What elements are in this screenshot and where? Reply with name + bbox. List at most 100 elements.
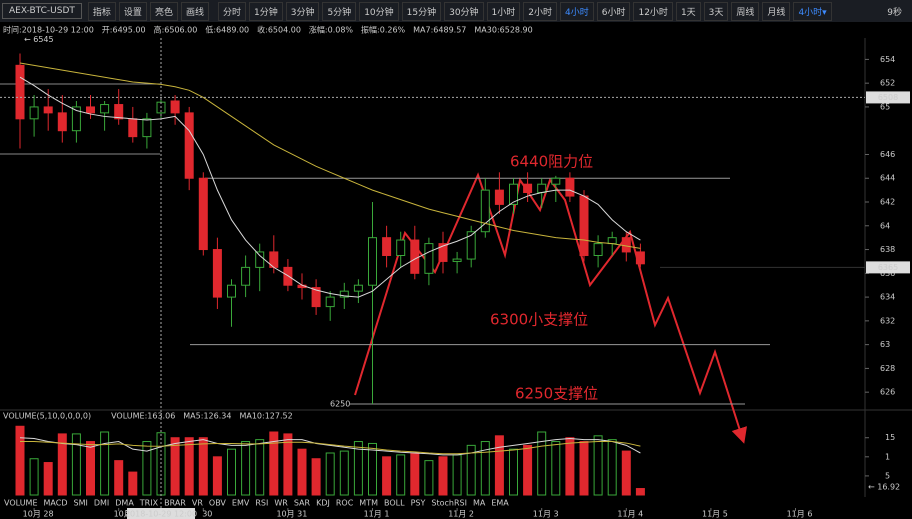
candle-body bbox=[593, 243, 603, 256]
candle-body bbox=[523, 183, 533, 194]
x-tick-label: 11月 5 bbox=[702, 510, 728, 519]
volume-bar bbox=[227, 448, 236, 496]
indicator-tab[interactable]: EMV bbox=[232, 499, 250, 508]
candle-body bbox=[579, 195, 589, 256]
volume-bar bbox=[339, 450, 349, 496]
y-tick-label: 634 bbox=[880, 293, 895, 302]
indicator-tab[interactable]: StochRSI bbox=[431, 499, 467, 508]
x-tick-label: 11月 6 bbox=[787, 510, 813, 519]
candle-body bbox=[438, 243, 448, 262]
candle-body bbox=[565, 177, 575, 197]
candle-body bbox=[494, 189, 504, 205]
period-button[interactable]: 15分钟 bbox=[401, 1, 442, 21]
y-tick-label: 65 bbox=[880, 102, 890, 111]
period-button[interactable]: 6小时 bbox=[596, 1, 631, 21]
volume-tick-label: 1 bbox=[885, 452, 890, 461]
candle-body bbox=[43, 106, 53, 114]
indicator-tab[interactable]: MTM bbox=[359, 499, 378, 508]
candle-body bbox=[198, 177, 208, 251]
volume-info: VOLUME:163.06 bbox=[111, 412, 175, 421]
indicator-tab[interactable]: DMI bbox=[94, 499, 109, 508]
candle-body bbox=[29, 106, 39, 120]
candle-body bbox=[170, 100, 180, 114]
indicator-tab[interactable]: RSI bbox=[255, 499, 268, 508]
candle-body bbox=[57, 112, 67, 132]
candle-body bbox=[480, 189, 490, 233]
indicator-tab[interactable]: VR bbox=[192, 499, 203, 508]
volume-bar bbox=[57, 433, 67, 496]
info-item: 低:6489.00 bbox=[205, 25, 249, 35]
period-button[interactable]: 2小时 bbox=[523, 1, 558, 21]
indicator-tab[interactable]: BRAR bbox=[164, 499, 186, 508]
info-item: MA30:6528.90 bbox=[474, 26, 532, 35]
info-item: 收:6504.00 bbox=[257, 25, 301, 35]
volume-tick-label: 5 bbox=[885, 471, 890, 480]
crosshair-time: 2018-10-29 12:00 bbox=[125, 510, 197, 519]
info-item: 时间:2018-10-29 12:00 bbox=[3, 25, 94, 35]
indicator-tab[interactable]: MA bbox=[473, 499, 486, 508]
period-button[interactable]: 分时 bbox=[217, 1, 246, 21]
candle-body bbox=[452, 258, 462, 262]
indicator-tab[interactable]: OBV bbox=[209, 499, 227, 508]
volume-bar bbox=[269, 431, 279, 496]
crosshair-time-box bbox=[127, 508, 195, 519]
period-button[interactable]: 1小时 bbox=[486, 1, 521, 21]
candle-body bbox=[241, 266, 251, 286]
candle-body bbox=[114, 104, 124, 120]
indicator-tab[interactable]: ROC bbox=[336, 499, 354, 508]
candle-body bbox=[537, 183, 547, 194]
indicator-tab[interactable]: PSY bbox=[411, 499, 426, 508]
indicator-tab[interactable]: SMI bbox=[73, 499, 87, 508]
info-item: MA7:6489.57 bbox=[413, 26, 466, 35]
period-button[interactable]: 5分钟 bbox=[322, 1, 357, 21]
indicator-tab[interactable]: SAR bbox=[294, 499, 311, 508]
tool-button[interactable]: 画线 bbox=[180, 1, 209, 21]
candle-body bbox=[635, 251, 645, 265]
x-tick-label: 10月 31 bbox=[276, 510, 307, 519]
volume-bar bbox=[480, 441, 490, 496]
indicator-tab[interactable]: WR bbox=[274, 499, 288, 508]
last-price-box bbox=[866, 261, 910, 274]
volume-bar bbox=[523, 444, 533, 496]
period-button[interactable]: 月线 bbox=[762, 1, 791, 21]
volume-bar bbox=[565, 437, 575, 496]
tool-button[interactable]: 指标 bbox=[87, 1, 116, 21]
indicator-tab[interactable]: VOLUME bbox=[4, 499, 38, 508]
last-price: 6365 bbox=[878, 263, 898, 272]
x-tick-label: 11月 2 bbox=[448, 510, 474, 519]
period-button[interactable]: 1天 bbox=[675, 1, 701, 21]
indicator-tab[interactable]: DMA bbox=[115, 499, 134, 508]
period-button[interactable]: 3分钟 bbox=[285, 1, 320, 21]
volume-bar bbox=[170, 437, 180, 496]
y-tick-label: 63 bbox=[880, 340, 890, 349]
candle-body bbox=[128, 118, 138, 138]
symbol[interactable]: AEX-BTC-USDT bbox=[2, 3, 82, 19]
period-button[interactable]: 1分钟 bbox=[248, 1, 283, 21]
volume-bar bbox=[382, 456, 392, 496]
period-button[interactable]: 4小时 bbox=[560, 1, 594, 21]
indicator-tab[interactable]: EMA bbox=[491, 499, 509, 508]
indicator-tab[interactable]: KDJ bbox=[316, 499, 330, 508]
volume-bar bbox=[368, 442, 377, 496]
y-tick-label: 632 bbox=[880, 316, 895, 325]
candle-body bbox=[86, 106, 95, 114]
period-button[interactable]: 3天 bbox=[703, 1, 729, 21]
period-button[interactable]: 12小时 bbox=[633, 1, 673, 21]
candle-body bbox=[100, 104, 110, 114]
volume-tick-label: 15 bbox=[885, 433, 895, 442]
period-button[interactable]: 30分钟 bbox=[444, 1, 484, 21]
background bbox=[0, 22, 912, 519]
tool-button[interactable]: 亮色 bbox=[149, 1, 178, 21]
period-menu[interactable]: 4小时▾ bbox=[793, 1, 832, 21]
indicator-tab[interactable]: TRIX bbox=[139, 499, 159, 508]
candle-body bbox=[353, 284, 363, 292]
indicator-tab[interactable]: MACD bbox=[44, 499, 68, 508]
y-tick-label: 626 bbox=[880, 388, 895, 397]
candle-body bbox=[466, 231, 476, 260]
period-button[interactable]: 周线 bbox=[731, 1, 760, 21]
period-button[interactable]: 10分钟 bbox=[359, 1, 399, 21]
y-tick-label: 652 bbox=[880, 79, 895, 88]
tool-button[interactable]: 设置 bbox=[118, 1, 147, 21]
indicator-tab[interactable]: BOLL bbox=[384, 499, 405, 508]
x-tick-label: 10月 28 bbox=[23, 510, 54, 519]
